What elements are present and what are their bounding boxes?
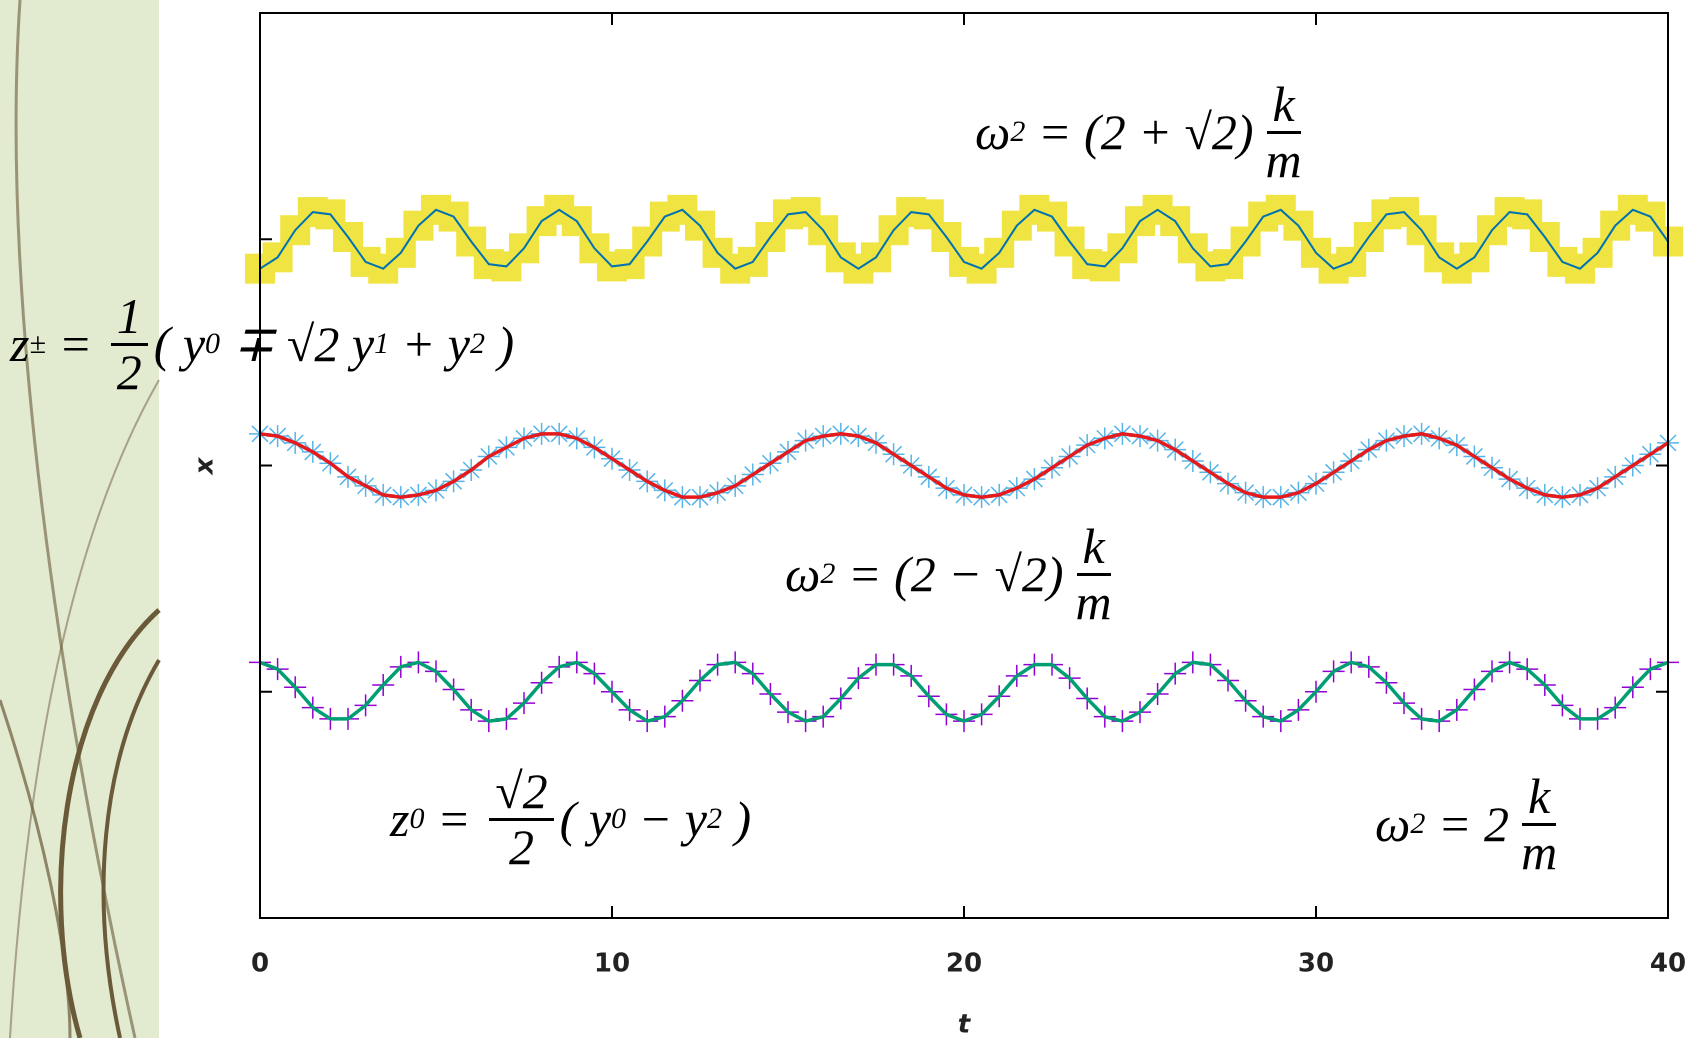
subscript: 0 <box>409 802 425 835</box>
equation-text: − y <box>626 791 707 847</box>
equation-text: ω <box>975 104 1011 160</box>
numerator: k <box>1266 78 1301 134</box>
superscript: 2 <box>1010 115 1026 148</box>
numerator: √2 <box>489 765 554 821</box>
fraction: √2 2 <box>489 765 554 875</box>
equation-text: ( y <box>153 316 206 372</box>
equation-text: = (2 − √2) <box>835 546 1064 602</box>
superscript: 2 <box>1410 807 1426 840</box>
y-axis-label: x <box>190 456 220 476</box>
equation-text: z <box>10 316 30 372</box>
superscript: 2 <box>820 557 836 590</box>
denominator: 2 <box>508 818 534 875</box>
equation-text: ) <box>721 791 752 847</box>
equation-text: z <box>390 791 410 847</box>
equation-text: = (2 + √2) <box>1025 104 1254 160</box>
denominator: m <box>1075 573 1112 630</box>
decoration <box>0 0 161 1038</box>
x-axis-label: t <box>958 1010 972 1038</box>
equation-text: = <box>45 316 105 372</box>
subscript: 0 <box>611 802 627 835</box>
series <box>249 422 1679 509</box>
series <box>245 194 1683 284</box>
x-tick-label: 30 <box>1298 949 1334 979</box>
numerator: 1 <box>110 290 148 346</box>
denominator: 2 <box>116 343 142 400</box>
subscript: ± <box>29 327 46 360</box>
x-tick-label: 10 <box>594 949 630 979</box>
equation-text: + y <box>389 316 470 372</box>
x-tick-label: 0 <box>251 949 269 979</box>
plot-frame <box>259 12 1669 919</box>
subscript: 2 <box>706 802 722 835</box>
subscript: 1 <box>374 327 390 360</box>
subscript: 2 <box>470 327 485 360</box>
denominator: m <box>1521 823 1558 880</box>
x-tick-label: 40 <box>1650 949 1686 979</box>
series-line <box>259 432 1669 499</box>
equation-text: ∓ √2 y <box>220 316 375 372</box>
series <box>249 651 1679 733</box>
side-panel <box>0 0 159 1038</box>
numerator: k <box>1076 520 1111 576</box>
equation-text: ω <box>1375 796 1411 852</box>
denominator: m <box>1265 131 1302 188</box>
equation-text: ω <box>785 546 821 602</box>
equation-text: = 2 <box>1425 796 1510 852</box>
subscript: 0 <box>205 327 221 360</box>
numerator: k <box>1522 770 1557 826</box>
series-line <box>259 208 1669 270</box>
x-tick-label: 20 <box>946 949 982 979</box>
equation-text: ( y <box>559 791 612 847</box>
equation-text: = <box>424 791 484 847</box>
equation-text: ) <box>485 316 515 372</box>
series-line <box>259 660 1669 724</box>
